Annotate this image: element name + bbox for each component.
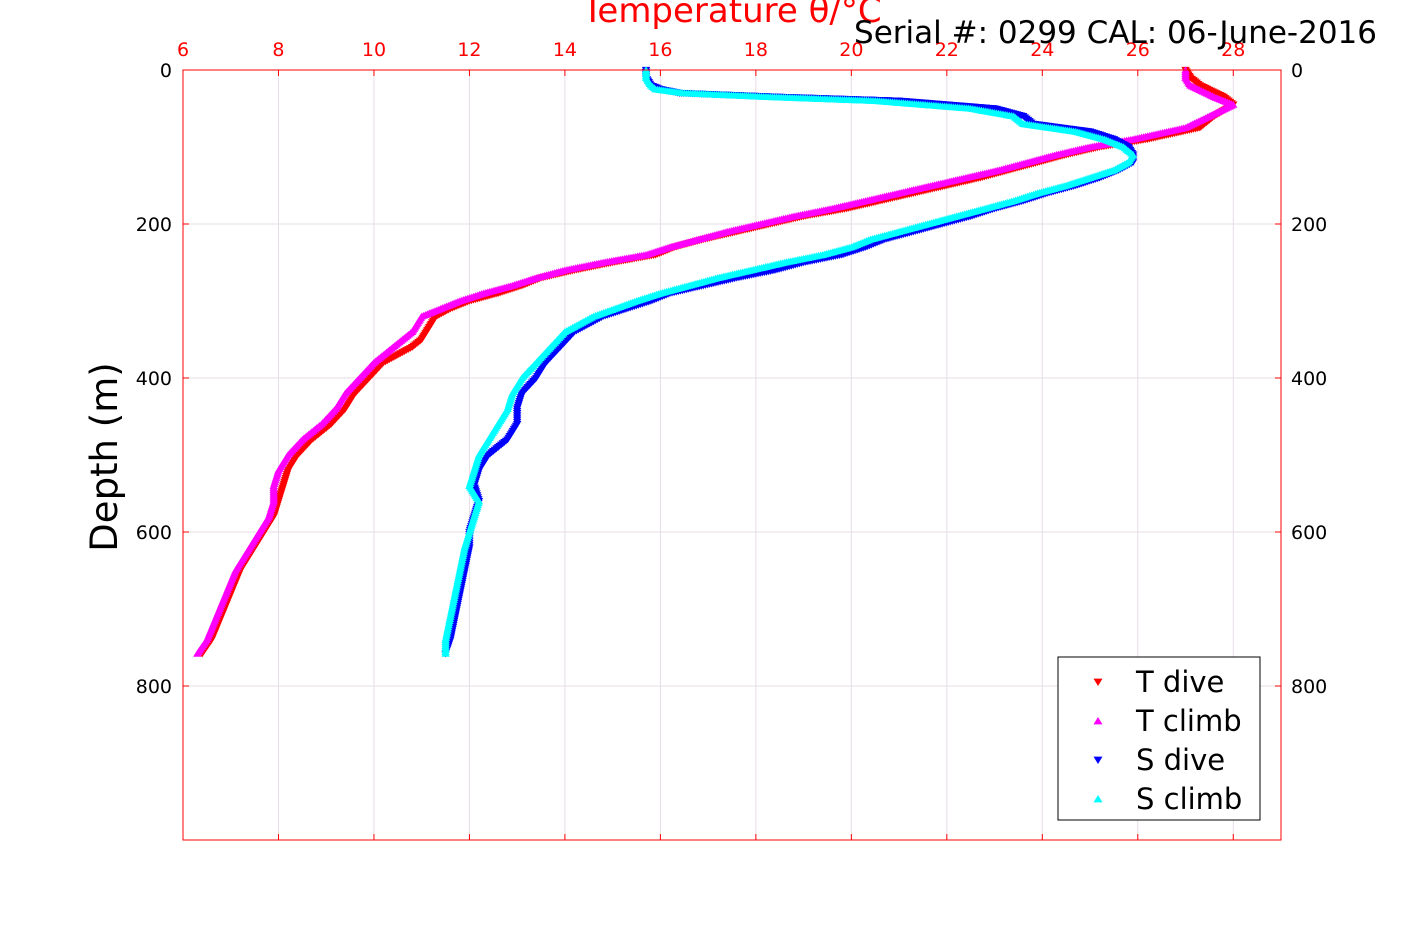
legend: T dive T climb S dive S climb: [1057, 656, 1261, 821]
legend-marker: [1093, 716, 1103, 725]
x-tick-label: 24: [1030, 39, 1054, 61]
x-tick-label: 6: [177, 39, 189, 61]
series-t-dive: [197, 66, 1238, 658]
legend-marker: [1093, 756, 1103, 765]
y-tick-label-right: 0: [1291, 60, 1303, 82]
x-tick-label: 22: [935, 39, 959, 61]
x-tick-label: 28: [1221, 39, 1245, 61]
y-tick-label-left: 600: [136, 522, 172, 544]
x-tick-label: 14: [553, 39, 577, 61]
x-tick-label: 16: [648, 39, 672, 61]
legend-marker: [1093, 678, 1103, 687]
y-tick-label-left: 800: [136, 676, 172, 698]
y-tick-label-right: 400: [1291, 368, 1327, 390]
data-point: [441, 649, 450, 657]
legend-label: T climb: [1135, 704, 1242, 738]
legend-label: S dive: [1136, 743, 1225, 777]
legend-marker: [1093, 794, 1103, 803]
y-tick-label-right: 200: [1291, 214, 1327, 236]
chart-title: Temperature θ/°C: [581, 0, 881, 31]
legend-label: T dive: [1135, 665, 1224, 699]
data-point: [193, 649, 202, 657]
plot-frame: [182, 69, 1282, 841]
x-tick-label: 20: [839, 39, 863, 61]
legend-box: [1057, 656, 1261, 821]
x-tick-label: 10: [362, 39, 386, 61]
y-tick-label-right: 600: [1291, 522, 1327, 544]
y-tick-label-left: 400: [136, 368, 172, 390]
chart-subtitle: Serial #: 0299 CAL: 06-June-2016: [854, 15, 1377, 51]
x-tick-label: 8: [272, 39, 284, 61]
y-tick-label-left: 0: [160, 60, 172, 82]
x-tick-label: 26: [1126, 39, 1150, 61]
series-s-dive: [441, 66, 1138, 658]
axis-ticks: 6 8 10 12 14 16 18 20 22 24 26 28 0 0 200 200 400 400 600 6…: [136, 39, 1327, 840]
series-layer: [193, 66, 1238, 658]
x-tick-label: 12: [457, 39, 481, 61]
y-tick-label-left: 200: [136, 214, 172, 236]
series-s-climb: [441, 66, 1138, 657]
grid: [183, 70, 1281, 840]
legend-label: S climb: [1136, 782, 1242, 816]
x-tick-label: 18: [744, 39, 768, 61]
y-axis-label: Depth (m): [83, 362, 126, 551]
y-tick-label-right: 800: [1291, 676, 1327, 698]
series-t-climb: [193, 66, 1238, 657]
